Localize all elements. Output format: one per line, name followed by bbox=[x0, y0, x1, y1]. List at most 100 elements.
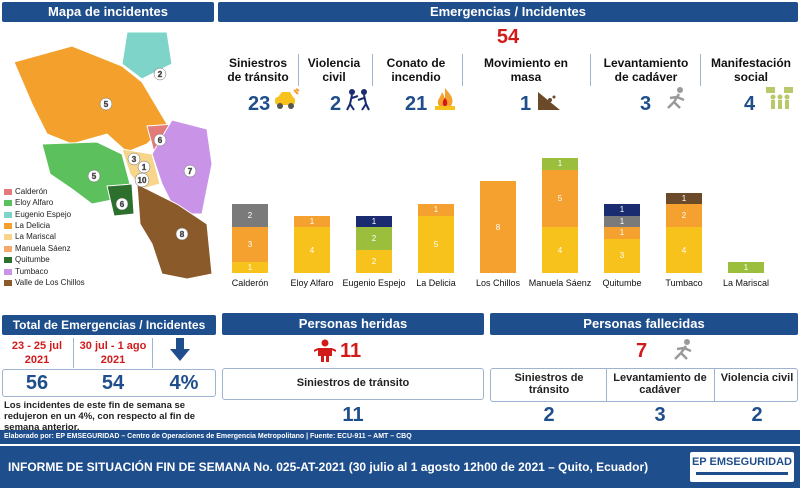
category-label: Movimiento en masa bbox=[483, 56, 568, 84]
footer-bar bbox=[0, 446, 800, 488]
bar-segment: 1 bbox=[356, 215, 392, 227]
landslide-icon bbox=[538, 92, 560, 110]
bar-segment: 1 bbox=[418, 204, 454, 216]
fire-icon bbox=[435, 88, 455, 110]
map-num: 5 bbox=[104, 100, 109, 109]
emergencias-total: 54 bbox=[496, 26, 520, 48]
legend-swatch bbox=[4, 188, 12, 195]
bar-segment: 1 bbox=[542, 158, 578, 170]
legend-swatch bbox=[4, 211, 12, 218]
map-num: 5 bbox=[92, 172, 97, 181]
legend-swatch bbox=[4, 256, 12, 263]
bar-segment: 5 bbox=[418, 215, 454, 273]
bar-segment: 3 bbox=[604, 238, 640, 273]
fallen-person-icon bbox=[667, 87, 685, 109]
x-tick-label: Tumbaco bbox=[665, 278, 703, 288]
emergencias-title: Emergencias / Incidentes bbox=[218, 2, 798, 22]
fallecidas-label: Violencia civil bbox=[720, 372, 794, 384]
x-tick-label: Los Chillos bbox=[475, 278, 521, 288]
fallecidas-item-value: 2 bbox=[751, 404, 763, 426]
bar-segment: 1 bbox=[294, 215, 330, 227]
legend-item: Eugenio Espejo bbox=[4, 210, 71, 219]
legend-item: Eloy Alfaro bbox=[4, 198, 53, 207]
bar-segment: 8 bbox=[480, 181, 516, 273]
heridas-sub-value: 11 bbox=[342, 404, 364, 426]
bar-segment: 2 bbox=[232, 204, 268, 227]
x-tick-label: Calderón bbox=[231, 278, 269, 288]
x-tick-label: Quitumbe bbox=[602, 278, 642, 288]
legend-item: Quitumbe bbox=[4, 255, 50, 264]
legend-item: Valle de Los Chillos bbox=[4, 278, 85, 287]
brand-name: EP EMSEGURIDAD bbox=[691, 456, 793, 468]
legend-item: La Delicia bbox=[4, 221, 50, 230]
legend-swatch bbox=[4, 268, 12, 275]
legend-swatch bbox=[4, 279, 12, 286]
bar-segment: 4 bbox=[666, 227, 702, 273]
protest-icon bbox=[766, 87, 793, 109]
category-value: 23 bbox=[248, 93, 271, 115]
total-change-value: 4% bbox=[169, 372, 199, 394]
bar-segment: 2 bbox=[356, 227, 392, 250]
category-value: 2 bbox=[330, 93, 342, 115]
map-num: 10 bbox=[138, 176, 147, 185]
car-crash-icon bbox=[275, 88, 300, 109]
fight-icon bbox=[346, 89, 370, 111]
map-num: 7 bbox=[188, 167, 193, 176]
map-num: 3 bbox=[132, 155, 137, 164]
category-value: 21 bbox=[405, 93, 428, 115]
total-current-value: 54 bbox=[101, 372, 125, 394]
fallen-person-icon bbox=[674, 339, 692, 360]
category-value: 3 bbox=[640, 93, 652, 115]
total-title: Total de Emergencias / Incidentes bbox=[2, 315, 216, 335]
bar-segment: 1 bbox=[666, 192, 702, 204]
category-value: 4 bbox=[744, 93, 756, 115]
totals-row bbox=[2, 369, 216, 397]
legend-item: Calderón bbox=[4, 187, 47, 196]
map-region-la-delicia bbox=[13, 45, 168, 153]
fallecidas-item-value: 3 bbox=[654, 404, 666, 426]
legend-item: La Mariscal bbox=[4, 232, 56, 241]
bar-segment: 5 bbox=[542, 169, 578, 227]
bar-segment: 4 bbox=[542, 227, 578, 273]
category-label: Levantamiento de cadáver bbox=[603, 56, 689, 84]
x-tick-label: Eloy Alfaro bbox=[290, 278, 334, 288]
footer-credit: Elaborado por: EP EMSEGURIDAD – Centro d… bbox=[0, 430, 800, 444]
heridas-value: 11 bbox=[340, 340, 362, 362]
fallecidas-item-value: 2 bbox=[543, 404, 555, 426]
map-num: 1 bbox=[142, 163, 147, 172]
map-num: 6 bbox=[120, 200, 125, 209]
bar-segment: 2 bbox=[356, 250, 392, 273]
fallecidas-label: Levantamiento de cadáver bbox=[613, 372, 707, 396]
map-num: 6 bbox=[158, 136, 163, 145]
category-label: Violencia civil bbox=[307, 56, 361, 84]
incidents-bar-chart: 1 3 2 Calderón 4 1 Eloy Alfaro 2 2 1 Eugenio Espej… bbox=[220, 125, 798, 310]
category-label: Manifestación social bbox=[710, 56, 791, 84]
legend-swatch bbox=[4, 222, 12, 229]
period-current: 30 jul - 1 ago 2021 bbox=[79, 340, 147, 366]
bar-segment: 4 bbox=[294, 227, 330, 273]
report-title: INFORME DE SITUACIÓN FIN DE SEMANA No. 0… bbox=[8, 460, 649, 474]
x-tick-label: La Mariscal bbox=[722, 278, 769, 288]
bar-segment: 2 bbox=[666, 204, 702, 227]
injured-person-icon bbox=[314, 339, 336, 362]
incident-map: 2 5 6 5 3 1 10 7 6 8 bbox=[13, 31, 213, 280]
brand-logo: EP EMSEGURIDAD bbox=[690, 452, 794, 482]
bar-segment: 1 bbox=[604, 204, 640, 216]
heridas-sub-label: Siniestros de tránsito bbox=[296, 377, 410, 389]
period-previous: 23 - 25 jul 2021 bbox=[11, 340, 63, 366]
fallecidas-title: Personas fallecidas bbox=[490, 313, 798, 335]
category-label: Siniestros de tránsito bbox=[227, 56, 289, 84]
heridas-breakdown bbox=[222, 368, 484, 400]
bar-segment: 1 bbox=[232, 261, 268, 273]
x-tick-label: Eugenio Espejo bbox=[342, 278, 406, 288]
category-label: Conato de incendio bbox=[386, 56, 446, 84]
fallecidas-breakdown bbox=[490, 368, 798, 402]
total-previous-value: 56 bbox=[25, 372, 49, 394]
map-num: 2 bbox=[158, 70, 163, 79]
category-value: 1 bbox=[520, 93, 532, 115]
brand-underline bbox=[696, 472, 788, 475]
total-note: Los incidentes de este fin de semana se … bbox=[4, 400, 196, 433]
legend-swatch bbox=[4, 233, 12, 240]
fallecidas-label: Siniestros de tránsito bbox=[514, 372, 584, 396]
legend-swatch bbox=[4, 245, 12, 252]
